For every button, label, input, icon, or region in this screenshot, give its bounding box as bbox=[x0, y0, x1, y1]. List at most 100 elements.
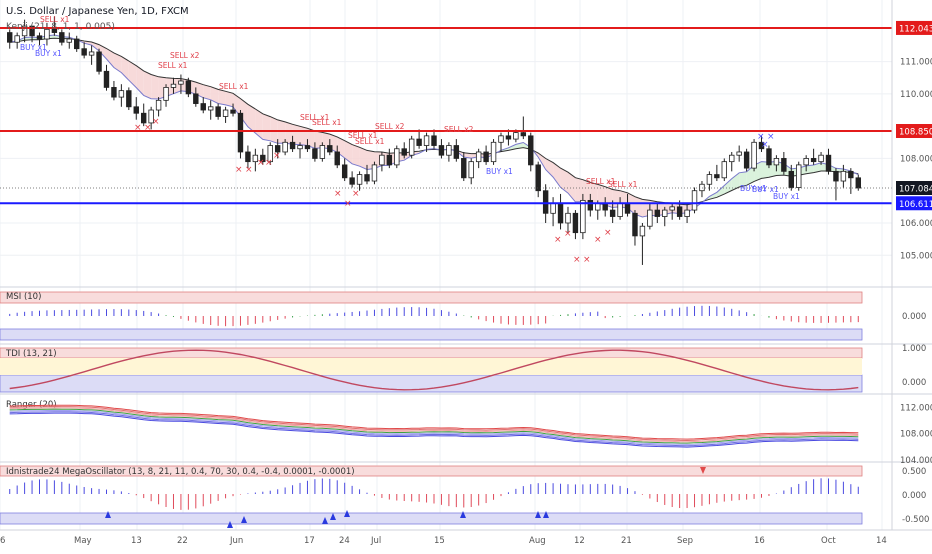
cloud-segment bbox=[113, 52, 122, 73]
candle bbox=[215, 103, 221, 120]
candle bbox=[751, 139, 757, 172]
mega-tick: -0.500 bbox=[902, 515, 929, 525]
candle bbox=[88, 45, 95, 65]
candle bbox=[416, 129, 422, 149]
candle-body bbox=[252, 154, 259, 163]
price-axis[interactable]: 112.043 108.850 107.084 106.611 111.000 110.0… bbox=[891, 0, 932, 530]
time-tick: May bbox=[74, 536, 92, 546]
candle bbox=[498, 132, 504, 152]
sell-signal: SELL x1 bbox=[300, 113, 330, 122]
candle bbox=[103, 64, 110, 91]
sell-signal: SELL x1 bbox=[312, 118, 342, 127]
candle-body bbox=[178, 80, 184, 85]
candle bbox=[163, 84, 169, 107]
pane-label: Ranger (20) bbox=[6, 400, 57, 410]
candle bbox=[840, 164, 847, 188]
candle bbox=[111, 80, 117, 101]
candle bbox=[21, 19, 28, 43]
buy-signal: BUY x1 bbox=[486, 167, 513, 176]
tdi-pane[interactable]: TDI (13, 21) 1.000 0.000 bbox=[0, 344, 926, 393]
zone-lower bbox=[0, 374, 863, 393]
candle-body bbox=[587, 199, 594, 211]
candle-body bbox=[498, 135, 504, 143]
candle-body bbox=[334, 151, 340, 166]
mega-oscillator-pane[interactable]: Idnistrade24 MegaOscillator (13, 8, 21, … bbox=[0, 465, 929, 528]
candle bbox=[848, 168, 854, 194]
cloud-segment bbox=[768, 161, 777, 178]
candle bbox=[341, 158, 348, 182]
candle bbox=[803, 155, 809, 172]
candle-body bbox=[624, 203, 631, 214]
price-tag-label: 106.611 bbox=[899, 200, 932, 210]
candle bbox=[133, 97, 139, 120]
time-tick: 17 bbox=[304, 536, 315, 546]
candle bbox=[423, 132, 430, 152]
candle-body bbox=[379, 154, 385, 166]
candle bbox=[781, 151, 787, 175]
cloud-segment bbox=[724, 178, 732, 195]
candle bbox=[758, 135, 765, 152]
candle bbox=[274, 139, 281, 159]
candle bbox=[766, 145, 772, 169]
zone-upper bbox=[0, 347, 863, 359]
cloud-segment bbox=[203, 84, 211, 100]
candle-body bbox=[736, 151, 742, 156]
cloud-segment bbox=[352, 144, 360, 167]
sell-signal: SELL x1 bbox=[355, 137, 385, 146]
candle-body bbox=[461, 158, 467, 179]
candle-body bbox=[803, 158, 809, 166]
candle bbox=[587, 193, 594, 217]
cross-marker: × bbox=[265, 158, 273, 168]
cloud-segment bbox=[136, 65, 144, 96]
tdi-tick: 0.000 bbox=[902, 378, 926, 388]
candle bbox=[475, 148, 482, 169]
candle-body bbox=[825, 154, 832, 172]
price-tag bbox=[896, 124, 932, 138]
candle-body bbox=[401, 148, 407, 156]
tdi-middle-zone bbox=[0, 358, 862, 375]
candle bbox=[282, 139, 288, 156]
candle bbox=[461, 151, 467, 182]
candle bbox=[431, 129, 437, 149]
candle-body bbox=[714, 174, 720, 179]
msi-pane[interactable]: MSI (10) 0.000 bbox=[0, 291, 926, 341]
candle-body bbox=[676, 206, 683, 217]
sell-signal: SELL x1 bbox=[348, 131, 378, 140]
cross-marker: × bbox=[144, 123, 152, 133]
cloud-segment bbox=[233, 93, 241, 117]
cross-marker: × bbox=[767, 132, 775, 142]
mega-arrow-up bbox=[460, 511, 466, 518]
candle bbox=[51, 16, 58, 36]
ranger-pane[interactable]: Ranger (20) 112.000 108.000 104.000 bbox=[6, 400, 932, 466]
candle bbox=[319, 142, 326, 162]
candle-body bbox=[662, 209, 668, 217]
candle-body bbox=[222, 109, 229, 117]
candle-body bbox=[126, 90, 132, 108]
candle bbox=[639, 222, 646, 265]
candle-body bbox=[423, 135, 430, 146]
candle-body bbox=[170, 83, 177, 88]
ranger-band bbox=[9, 409, 859, 445]
candle-body bbox=[207, 106, 214, 111]
candle-body bbox=[855, 177, 861, 189]
candle bbox=[304, 139, 311, 152]
time-tick: 6 bbox=[0, 536, 5, 546]
candle-body bbox=[833, 170, 839, 182]
price-levels bbox=[0, 26, 892, 205]
cloud-segment bbox=[210, 86, 219, 104]
candle-body bbox=[133, 106, 139, 114]
cloud-segment bbox=[731, 172, 740, 191]
cross-marker: × bbox=[757, 132, 765, 142]
candle bbox=[66, 32, 72, 49]
candle bbox=[565, 206, 571, 233]
grid bbox=[0, 0, 932, 530]
candle bbox=[833, 168, 839, 201]
candle-body bbox=[267, 145, 273, 163]
candle-body bbox=[88, 51, 95, 56]
candle-body bbox=[565, 212, 571, 224]
time-axis[interactable]: 6 May 13 22 Jun 17 24 Jul 15 Aug 12 21 Sep 16 Oct 14 bbox=[0, 529, 932, 546]
mega-arrow-up bbox=[322, 517, 328, 524]
candle-body bbox=[416, 138, 422, 146]
